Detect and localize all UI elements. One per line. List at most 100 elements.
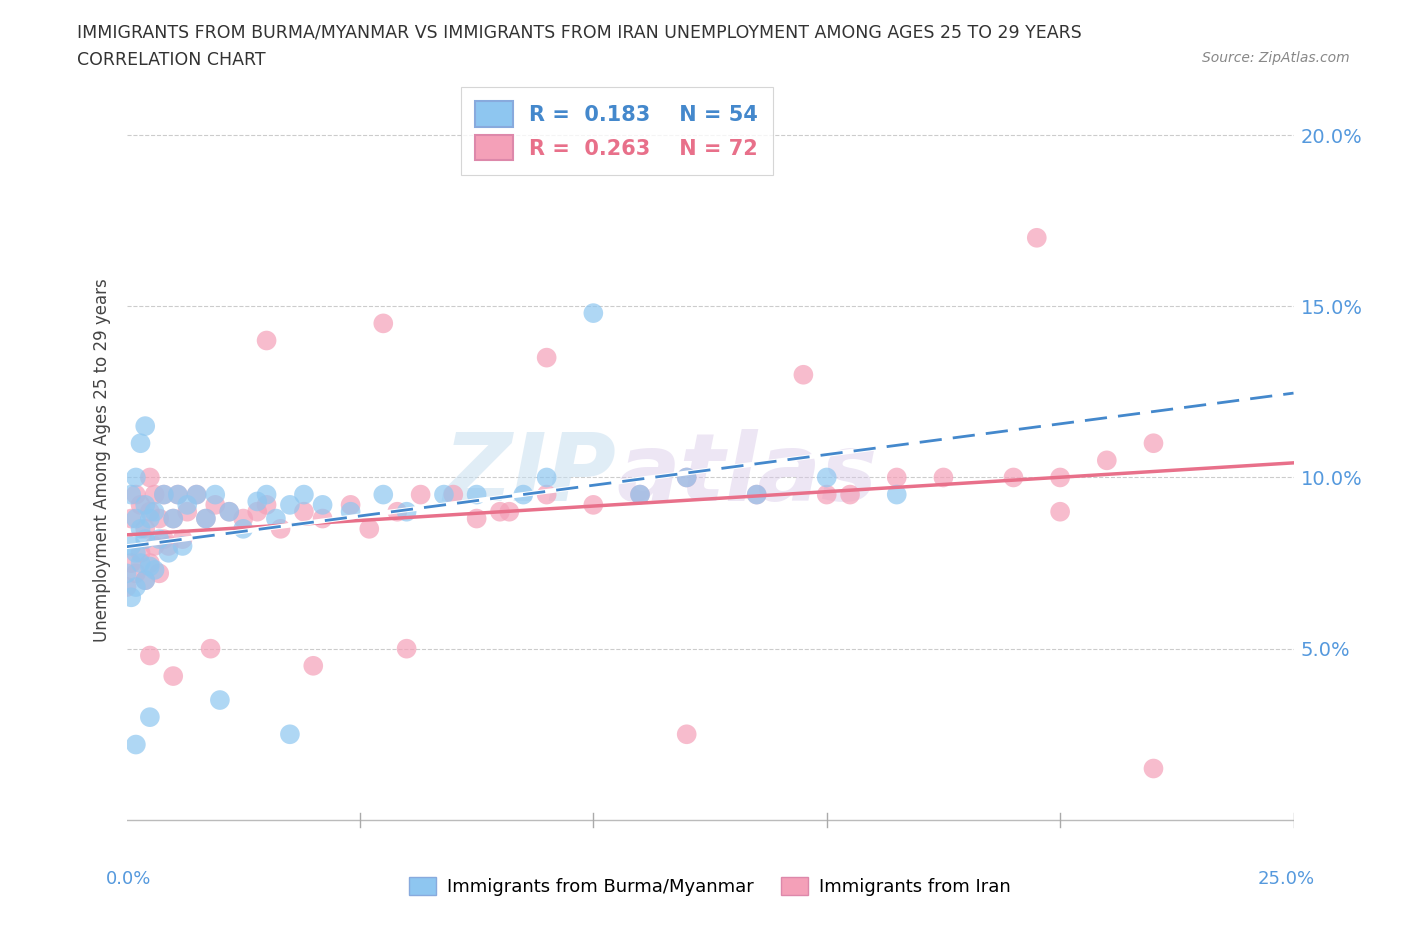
Point xyxy=(125,579,148,594)
Point xyxy=(536,487,558,502)
Point xyxy=(143,563,166,578)
Point xyxy=(339,504,361,519)
Point xyxy=(218,504,240,519)
Point xyxy=(409,487,432,502)
Point xyxy=(339,498,361,512)
Point xyxy=(143,538,166,553)
Point xyxy=(792,367,814,382)
Point xyxy=(582,498,605,512)
Point xyxy=(675,470,697,485)
Point xyxy=(167,487,190,502)
Point xyxy=(1002,470,1025,485)
Point xyxy=(512,487,534,502)
Point xyxy=(536,351,558,365)
Point xyxy=(153,532,176,547)
Point xyxy=(134,498,156,512)
Text: 0.0%: 0.0% xyxy=(105,870,150,888)
Point xyxy=(125,470,148,485)
Point xyxy=(120,487,142,502)
Point xyxy=(675,727,697,742)
Point xyxy=(489,504,512,519)
Point xyxy=(125,512,148,526)
Point xyxy=(134,573,156,588)
Point xyxy=(1025,231,1047,246)
Point xyxy=(157,538,180,553)
Point xyxy=(246,504,269,519)
Point xyxy=(134,418,156,433)
Text: atlas: atlas xyxy=(617,430,877,522)
Point xyxy=(465,487,488,502)
Point xyxy=(292,487,315,502)
Point xyxy=(395,504,418,519)
Y-axis label: Unemployment Among Ages 25 to 29 years: Unemployment Among Ages 25 to 29 years xyxy=(93,278,111,643)
Legend: Immigrants from Burma/Myanmar, Immigrants from Iran: Immigrants from Burma/Myanmar, Immigrant… xyxy=(402,870,1018,903)
Point xyxy=(143,487,166,502)
Point xyxy=(143,504,166,519)
Point xyxy=(129,498,152,512)
Point xyxy=(153,487,176,502)
Point xyxy=(204,487,226,502)
Point xyxy=(153,487,176,502)
Text: Source: ZipAtlas.com: Source: ZipAtlas.com xyxy=(1202,51,1350,65)
Point xyxy=(162,512,184,526)
Point xyxy=(278,498,301,512)
Point xyxy=(628,487,651,502)
Point xyxy=(1142,436,1164,451)
Point xyxy=(176,498,198,512)
Point xyxy=(536,470,558,485)
Point xyxy=(194,512,217,526)
Point xyxy=(148,532,170,547)
Point xyxy=(1049,470,1071,485)
Point xyxy=(932,470,955,485)
Point xyxy=(246,494,269,509)
Point xyxy=(1142,761,1164,776)
Point xyxy=(120,555,142,570)
Point xyxy=(162,512,184,526)
Point xyxy=(134,532,156,547)
Point xyxy=(172,532,194,547)
Point xyxy=(256,498,278,512)
Point xyxy=(232,522,254,537)
Point xyxy=(139,559,162,574)
Point xyxy=(1049,504,1071,519)
Point xyxy=(186,487,208,502)
Point xyxy=(498,504,520,519)
Point xyxy=(395,642,418,657)
Point xyxy=(815,487,838,502)
Point xyxy=(157,545,180,560)
Point xyxy=(129,555,152,570)
Point xyxy=(373,487,395,502)
Point xyxy=(125,565,148,580)
Point xyxy=(256,333,278,348)
Text: 25.0%: 25.0% xyxy=(1257,870,1315,888)
Point xyxy=(148,512,170,526)
Point xyxy=(232,512,254,526)
Point xyxy=(582,306,605,321)
Point xyxy=(139,555,162,570)
Point xyxy=(129,522,152,537)
Point xyxy=(302,658,325,673)
Point xyxy=(125,737,148,752)
Point xyxy=(194,512,217,526)
Point xyxy=(125,545,148,560)
Point xyxy=(120,538,142,553)
Point xyxy=(1095,453,1118,468)
Point xyxy=(148,565,170,580)
Point xyxy=(115,579,138,594)
Point xyxy=(120,590,142,604)
Point xyxy=(129,436,152,451)
Point xyxy=(256,487,278,502)
Point xyxy=(200,642,222,657)
Point xyxy=(745,487,768,502)
Point xyxy=(745,487,768,502)
Point xyxy=(139,504,162,519)
Point xyxy=(134,522,156,537)
Point xyxy=(839,487,862,502)
Point xyxy=(292,504,315,519)
Point xyxy=(465,512,488,526)
Point xyxy=(139,470,162,485)
Point xyxy=(311,512,333,526)
Point xyxy=(675,470,697,485)
Point xyxy=(115,565,138,580)
Point xyxy=(139,512,162,526)
